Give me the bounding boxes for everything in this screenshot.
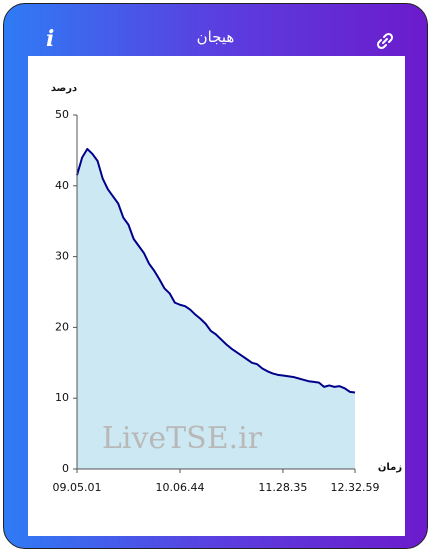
watermark: LiveTSE.ir [102, 421, 263, 456]
x-tick-label: 09.05.01 [53, 481, 102, 494]
x-tick-label: 11.28.35 [258, 481, 307, 494]
x-tick-label: 12.32.59 [331, 481, 380, 494]
y-tick-label: 20 [55, 320, 69, 333]
x-tick-label: 10.06.44 [155, 481, 204, 494]
y-tick-label: 0 [62, 462, 69, 475]
link-button[interactable] [376, 32, 394, 50]
y-tick-label: 40 [55, 179, 69, 192]
series-line [76, 147, 356, 394]
y-tick-label: 10 [55, 391, 69, 404]
y-tick-label: 30 [55, 250, 69, 263]
y-axis-label: درصد [51, 83, 77, 94]
info-button[interactable]: i [46, 26, 55, 52]
area-fill [77, 148, 355, 470]
y-tick-label: 50 [55, 108, 69, 121]
header-title: هیجان [196, 28, 235, 46]
x-axis-label: زمان [378, 462, 402, 473]
